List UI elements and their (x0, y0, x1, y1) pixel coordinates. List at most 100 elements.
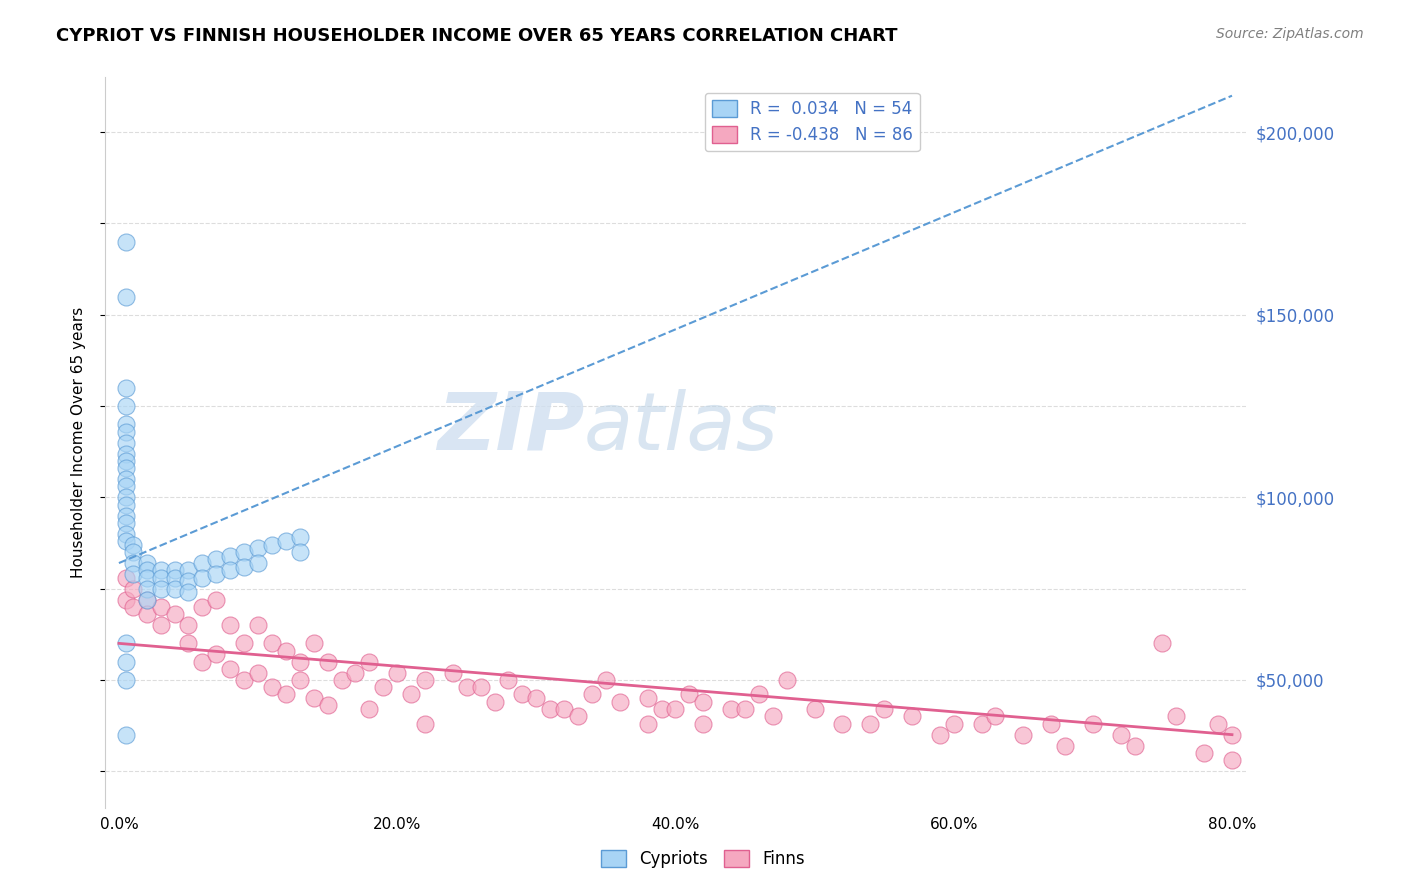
Point (177, 618, 200, 632)
Point (581, 688, 603, 702)
Point (115, 417, 138, 432)
Point (115, 673, 138, 687)
Point (302, 636, 325, 650)
Point (288, 673, 311, 687)
Point (205, 552, 228, 566)
Point (302, 691, 325, 706)
Point (637, 716, 659, 731)
Point (149, 599, 172, 614)
Point (484, 695, 506, 709)
Text: CYPRIOT VS FINNISH HOUSEHOLDER INCOME OVER 65 YEARS CORRELATION CHART: CYPRIOT VS FINNISH HOUSEHOLDER INCOME OV… (56, 27, 898, 45)
Point (149, 571, 172, 585)
Point (762, 709, 785, 723)
Point (664, 702, 686, 716)
Point (470, 680, 492, 694)
Point (873, 702, 896, 716)
Point (115, 472, 138, 486)
Point (219, 549, 242, 563)
Point (1040, 716, 1063, 731)
Legend: Cypriots, Finns: Cypriots, Finns (593, 843, 813, 875)
Point (1152, 636, 1174, 650)
Point (191, 556, 214, 570)
Point (115, 461, 138, 475)
Point (1012, 728, 1035, 742)
Point (149, 582, 172, 596)
Point (524, 691, 547, 706)
Point (651, 702, 673, 716)
Point (288, 655, 311, 669)
Point (288, 531, 311, 545)
Point (121, 582, 143, 596)
Point (498, 673, 520, 687)
Point (233, 559, 256, 574)
Point (163, 563, 186, 577)
Point (1220, 728, 1243, 742)
Point (205, 592, 228, 607)
Point (115, 399, 138, 413)
Legend: R =  0.034   N = 54, R = -0.438   N = 86: R = 0.034 N = 54, R = -0.438 N = 86 (704, 93, 920, 151)
Point (1220, 753, 1243, 767)
Text: Source: ZipAtlas.com: Source: ZipAtlas.com (1216, 27, 1364, 41)
Point (984, 709, 1007, 723)
Point (942, 716, 965, 731)
Point (776, 673, 799, 687)
Point (385, 665, 408, 680)
Point (115, 491, 138, 505)
Point (121, 538, 143, 552)
Point (609, 695, 631, 709)
Point (177, 563, 200, 577)
Point (247, 665, 270, 680)
Point (637, 691, 659, 706)
Point (191, 599, 214, 614)
Point (135, 592, 157, 607)
Point (1206, 716, 1229, 731)
Point (115, 592, 138, 607)
Point (344, 665, 367, 680)
Point (1109, 728, 1132, 742)
Point (219, 662, 242, 676)
Point (149, 618, 172, 632)
Point (205, 648, 228, 662)
Text: ZIP: ZIP (437, 389, 583, 467)
Point (1166, 709, 1188, 723)
Point (859, 716, 882, 731)
Point (456, 680, 478, 694)
Point (274, 534, 297, 549)
Point (115, 235, 138, 249)
Point (831, 716, 853, 731)
Point (928, 728, 950, 742)
Point (441, 665, 464, 680)
Point (1053, 739, 1076, 753)
Point (538, 702, 561, 716)
Point (135, 563, 157, 577)
Point (413, 716, 436, 731)
Point (115, 636, 138, 650)
Point (121, 599, 143, 614)
Point (247, 618, 270, 632)
Point (247, 556, 270, 570)
Point (330, 673, 353, 687)
Point (692, 716, 714, 731)
Point (177, 574, 200, 589)
Point (748, 688, 770, 702)
Point (135, 582, 157, 596)
Point (359, 655, 381, 669)
Point (803, 702, 825, 716)
Point (274, 688, 297, 702)
Point (260, 538, 283, 552)
Point (205, 566, 228, 581)
Point (734, 702, 756, 716)
Point (247, 541, 270, 556)
Point (901, 709, 924, 723)
Point (233, 636, 256, 650)
Point (115, 381, 138, 395)
Point (115, 516, 138, 530)
Point (115, 289, 138, 303)
Point (1081, 716, 1104, 731)
Point (316, 698, 339, 713)
Point (553, 702, 575, 716)
Point (595, 673, 617, 687)
Point (115, 498, 138, 512)
Point (678, 688, 700, 702)
Point (1123, 739, 1146, 753)
